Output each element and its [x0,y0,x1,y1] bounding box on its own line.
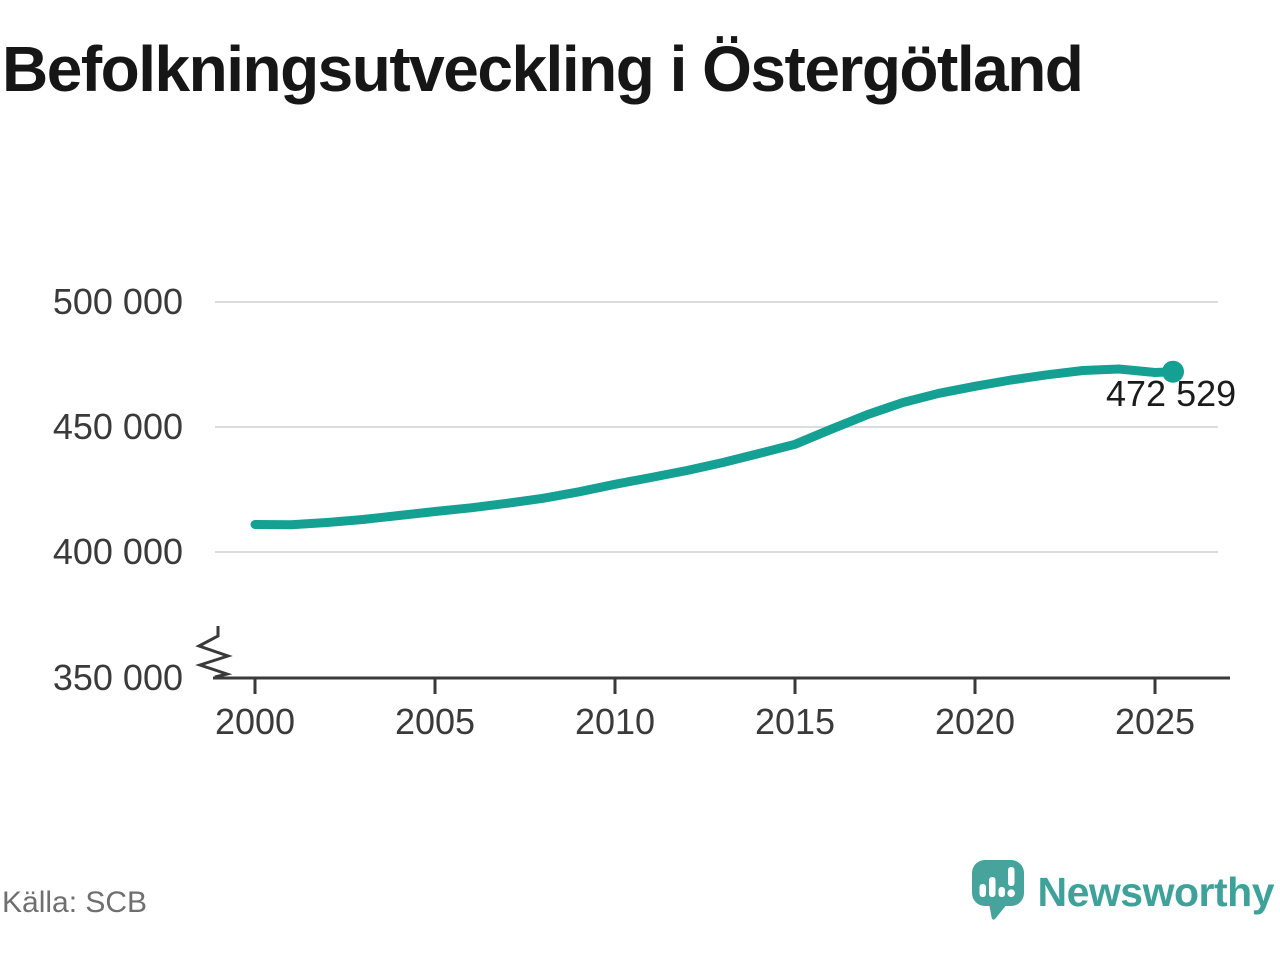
logo-bar-3 [998,887,1005,897]
y-gridlines [215,301,1218,553]
last-value-label: 472 529 [1106,373,1237,414]
x-tick-label-2005: 2005 [394,701,476,742]
last-point-dot [1162,360,1184,383]
x-axis [195,626,1230,694]
y-tick-label-500000: 500 000 [52,281,183,322]
chart-title: Befolkningsutveckling i Östergötland [2,33,1084,105]
newsworthy-speech-bubble-icon [971,860,1024,920]
newsworthy-logo: Newsworthy [971,860,1275,924]
population-line [250,364,1178,530]
logo-exclamation-dot [1006,889,1015,897]
x-tick-label-2000: 2000 [214,701,296,742]
axis-break-icon [195,626,233,679]
x-tick-label-2020: 2020 [934,701,1016,742]
x-tick-label-2025: 2025 [1114,701,1196,742]
y-tick-label-350000: 350 000 [52,657,183,698]
logo-bar-1 [979,884,986,897]
y-tick-label-450000: 450 000 [52,406,183,447]
logo-exclamation-line [1007,867,1014,886]
source-note: Källa: SCB [2,886,148,919]
logo-bar-2 [988,877,995,897]
x-tick-label-2010: 2010 [574,701,656,742]
x-tick-label-2015: 2015 [754,701,836,742]
y-tick-label-400000: 400 000 [52,531,183,572]
brand-wordmark: Newsworthy [1037,869,1275,915]
